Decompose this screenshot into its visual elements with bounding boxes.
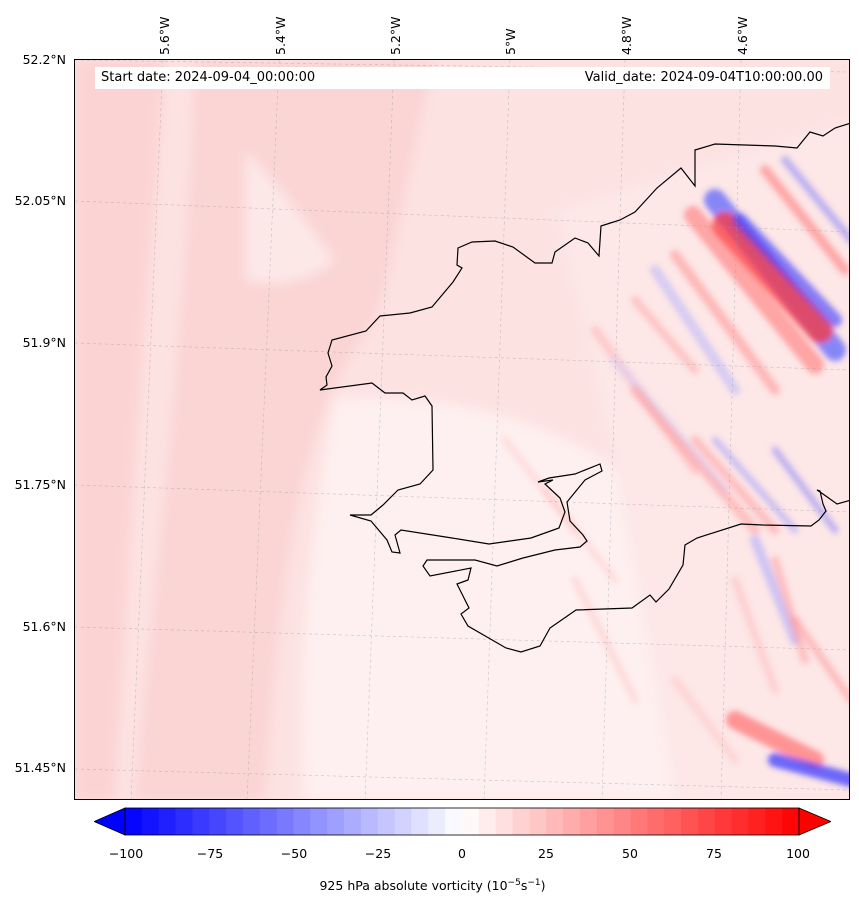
- colorbar-segment: [495, 808, 514, 835]
- vorticity-stripe: [771, 446, 839, 534]
- vorticity-stripe: [733, 213, 842, 327]
- colorbar-tick: 75: [706, 846, 722, 861]
- colorbar-segment: [377, 808, 396, 835]
- lon-label-5.2w: 5.2°W: [388, 16, 403, 56]
- colorbar-segment: [512, 808, 530, 835]
- colorbar-segment: [360, 808, 379, 835]
- vorticity-stripe: [684, 206, 824, 374]
- colorbar-segment: [209, 808, 227, 835]
- vorticity-stripe: [726, 711, 824, 769]
- colorbar-segment: [613, 808, 632, 835]
- lon-label-5.6w: 5.6°W: [157, 16, 172, 56]
- lat-label-51.45: 51.45°N: [14, 760, 66, 775]
- colorbar-segment: [697, 808, 716, 835]
- colorbar-tick: −25: [364, 846, 392, 861]
- colorbar-segment: [293, 808, 311, 835]
- colorbar-segment: [125, 808, 143, 835]
- colorbar-segment: [226, 808, 244, 835]
- colorbar-segment: [141, 808, 160, 835]
- colorbar-segment: [596, 808, 615, 835]
- colorbar-segment: [731, 808, 750, 835]
- colorbar-segment: [158, 808, 177, 835]
- vorticity-stripe: [760, 165, 849, 275]
- colorbar-segment: [579, 808, 598, 835]
- colorbar-segment: [563, 808, 581, 835]
- colorbar-segment: [748, 808, 766, 835]
- colorbar-segment: [714, 808, 733, 835]
- vorticity-stripe: [712, 212, 833, 343]
- lat-label-52.05: 52.05°N: [14, 193, 66, 208]
- lat-label-51.6: 51.6°N: [22, 619, 66, 634]
- colorbar-max-extend: [798, 807, 831, 836]
- vorticity-stripe: [781, 156, 849, 244]
- colorbar-segment: [681, 808, 699, 835]
- lat-label-52.2: 52.2°N: [22, 52, 66, 67]
- colorbar-segment: [630, 808, 648, 835]
- colorbar-segment: [276, 808, 295, 835]
- lon-label-4.8w: 4.8°W: [619, 16, 634, 56]
- lon-label-4.6w: 4.6°W: [735, 16, 750, 56]
- colorbar-segment: [394, 808, 413, 835]
- colorbar-segment: [242, 808, 261, 835]
- colorbar-segment: [529, 808, 547, 835]
- vorticity-stripe: [791, 616, 849, 704]
- colorbar-segment: [428, 808, 446, 835]
- vorticity-stripe: [671, 676, 739, 764]
- vorticity-stripe: [750, 535, 800, 645]
- colorbar-segment: [765, 808, 783, 835]
- colorbar-min-extend: [94, 807, 126, 836]
- colorbar-tick: 0: [458, 846, 466, 861]
- vorticity-stripe: [690, 435, 780, 535]
- vorticity-stripe: [768, 753, 849, 787]
- colorbar-tick: 50: [622, 846, 638, 861]
- vorticity-stripe: [711, 436, 799, 534]
- coastline: [319, 122, 849, 653]
- vorticity-stripe: [541, 486, 619, 584]
- colorbar-segment: [664, 808, 682, 835]
- colorbar-tick: −50: [280, 846, 308, 861]
- colorbar-segment: [411, 808, 429, 835]
- colorbar-segment: [647, 808, 665, 835]
- vorticity-stripe: [731, 576, 779, 694]
- map-plot-area: [74, 59, 850, 800]
- lon-label-5.4w: 5.4°W: [273, 16, 288, 56]
- colorbar-segment: [478, 808, 497, 835]
- colorbar-tick: 25: [538, 846, 554, 861]
- vorticity-stripe: [630, 385, 760, 535]
- colorbar-tick: 100: [786, 846, 810, 861]
- colorbar-segment: [782, 808, 800, 835]
- vorticity-stripe: [771, 556, 809, 664]
- lat-label-51.9: 51.9°N: [22, 335, 66, 350]
- colorbar-segment: [462, 808, 480, 835]
- colorbar-segment: [192, 808, 210, 835]
- vorticity-stripe: [650, 265, 740, 395]
- colorbar-segment: [259, 808, 278, 835]
- colorbar-tick: −75: [196, 846, 224, 861]
- colorbar-segment: [344, 808, 362, 835]
- vorticity-stripe: [631, 296, 699, 374]
- vorticity-field: [75, 60, 849, 799]
- colorbar-segment: [327, 808, 345, 835]
- vorticity-stripe: [670, 250, 780, 395]
- start-date-label: Start date: 2024-09-04_00:00:00: [101, 70, 316, 85]
- colorbar-segment: [445, 808, 463, 835]
- colorbar: [94, 807, 831, 836]
- lat-label-51.75: 51.75°N: [14, 477, 66, 492]
- colorbar-segment: [546, 808, 564, 835]
- colorbar-tick: −100: [108, 846, 144, 861]
- colorbar-segment: [175, 808, 193, 835]
- date-info-bar: Start date: 2024-09-04_00:00:00 Valid_da…: [95, 67, 830, 89]
- lon-label-5w: 5°W: [503, 28, 518, 55]
- vorticity-stripe: [571, 576, 639, 704]
- valid-date-label: Valid_date: 2024-09-04T10:00:00.00: [584, 70, 823, 85]
- colorbar-label: 925 hPa absolute vorticity (10−5s−1): [319, 878, 546, 894]
- colorbar-segment: [310, 808, 328, 835]
